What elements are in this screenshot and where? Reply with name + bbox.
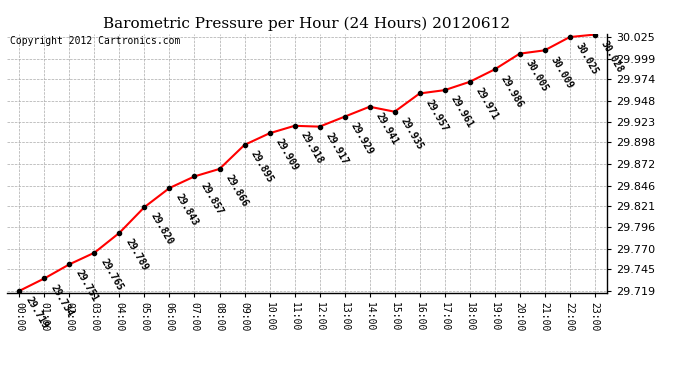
Text: 29.941: 29.941 bbox=[374, 111, 400, 146]
Text: 29.820: 29.820 bbox=[148, 211, 175, 247]
Text: 29.918: 29.918 bbox=[299, 130, 325, 165]
Text: 29.957: 29.957 bbox=[424, 98, 450, 133]
Text: 29.917: 29.917 bbox=[324, 131, 350, 166]
Text: 29.909: 29.909 bbox=[274, 137, 300, 173]
Text: Copyright 2012 Cartronics.com: Copyright 2012 Cartronics.com bbox=[10, 36, 180, 46]
Text: 29.857: 29.857 bbox=[199, 180, 225, 216]
Title: Barometric Pressure per Hour (24 Hours) 20120612: Barometric Pressure per Hour (24 Hours) … bbox=[104, 17, 511, 31]
Text: 29.751: 29.751 bbox=[74, 268, 100, 304]
Text: 30.025: 30.025 bbox=[574, 41, 600, 77]
Text: 29.789: 29.789 bbox=[124, 237, 150, 273]
Text: 29.929: 29.929 bbox=[348, 121, 375, 156]
Text: 30.028: 30.028 bbox=[599, 39, 625, 74]
Text: 29.935: 29.935 bbox=[399, 116, 425, 152]
Text: 29.971: 29.971 bbox=[474, 86, 500, 122]
Text: 30.009: 30.009 bbox=[549, 54, 575, 90]
Text: 29.765: 29.765 bbox=[99, 257, 125, 292]
Text: 29.986: 29.986 bbox=[499, 74, 525, 109]
Text: 29.734: 29.734 bbox=[48, 283, 75, 318]
Text: 29.961: 29.961 bbox=[448, 94, 475, 130]
Text: 29.866: 29.866 bbox=[224, 173, 250, 208]
Text: 30.005: 30.005 bbox=[524, 58, 550, 93]
Text: 29.895: 29.895 bbox=[248, 149, 275, 184]
Text: 29.719: 29.719 bbox=[23, 295, 50, 330]
Text: 29.843: 29.843 bbox=[174, 192, 200, 228]
